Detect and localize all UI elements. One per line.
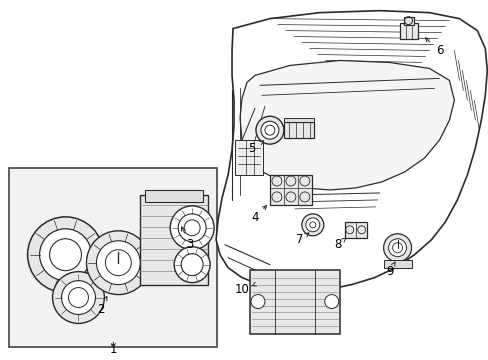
Circle shape [383, 234, 411, 262]
Bar [344, 222, 366, 238]
Text: 10: 10 [234, 283, 249, 296]
Circle shape [170, 206, 214, 250]
Text: 6: 6 [435, 44, 442, 57]
Bar [269, 175, 311, 205]
Text: 3: 3 [186, 238, 193, 251]
Circle shape [305, 218, 319, 232]
Bar [383, 260, 411, 268]
Bar [235, 140, 263, 175]
Circle shape [324, 294, 338, 309]
Circle shape [301, 214, 323, 236]
Bar [284, 122, 313, 138]
Text: 9: 9 [385, 265, 392, 278]
Circle shape [250, 294, 264, 309]
Circle shape [61, 280, 95, 315]
Text: 8: 8 [333, 238, 341, 251]
Polygon shape [240, 60, 453, 190]
Circle shape [255, 116, 284, 144]
Circle shape [388, 239, 406, 257]
Text: 4: 4 [251, 211, 258, 224]
Circle shape [174, 247, 210, 283]
Circle shape [27, 217, 103, 293]
Bar [145, 190, 203, 202]
Text: 7: 7 [296, 233, 303, 246]
Bar [284, 118, 313, 122]
Text: 1: 1 [109, 343, 117, 356]
Bar [399, 23, 417, 39]
Bar [140, 195, 208, 285]
Circle shape [86, 231, 150, 294]
Text: 5: 5 [248, 141, 255, 155]
Circle shape [52, 272, 104, 323]
Circle shape [40, 229, 91, 280]
Circle shape [96, 241, 140, 285]
Bar [9, 168, 217, 347]
Circle shape [261, 121, 278, 139]
Bar [249, 270, 339, 334]
Polygon shape [216, 11, 487, 292]
Bar [403, 17, 413, 24]
Text: 2: 2 [97, 303, 104, 316]
